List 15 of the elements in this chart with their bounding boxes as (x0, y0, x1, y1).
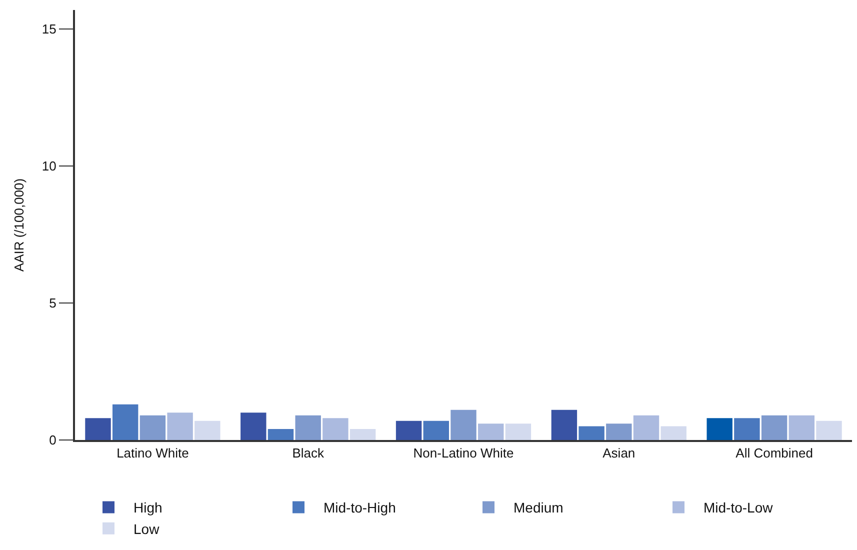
y-tick-label: 10 (42, 158, 56, 174)
x-tick-label: All Combined (736, 446, 813, 461)
x-tick-label: Non-Latino White (413, 446, 514, 461)
y-tick-label: 5 (49, 296, 56, 311)
y-tick-label: 0 (49, 432, 56, 448)
legend-label: Medium (514, 500, 564, 516)
x-tick-label: Black (292, 446, 324, 461)
legend-label: Mid-to-High (324, 500, 396, 516)
y-axis-title: AAIR (/100,000) (11, 178, 26, 272)
x-tick-label: Asian (602, 446, 636, 461)
x-tick-label: Latino White (116, 446, 189, 461)
legend-label: Low (134, 520, 160, 537)
legend-label: Mid-to-Low (704, 500, 774, 516)
legend-label: High (134, 500, 162, 516)
y-tick-label: 15 (42, 22, 56, 37)
